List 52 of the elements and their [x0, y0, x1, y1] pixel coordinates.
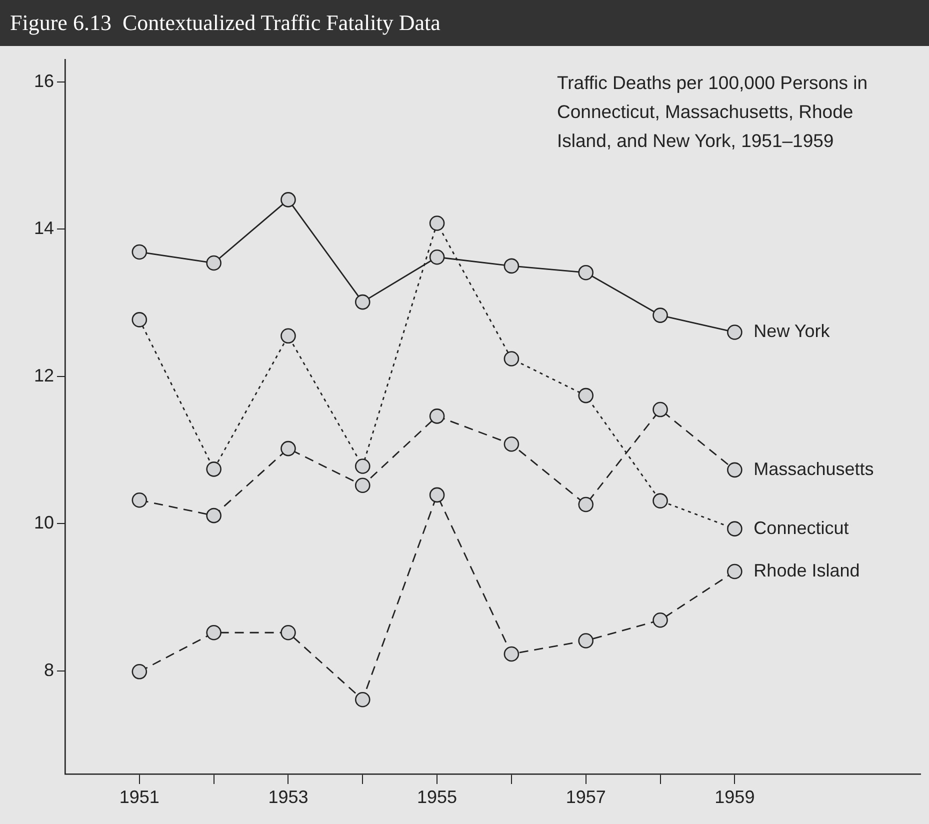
point	[652, 493, 668, 508]
point	[280, 440, 296, 456]
point	[504, 258, 520, 274]
series-label: Rhode Island	[754, 560, 860, 580]
point	[206, 255, 222, 271]
point	[727, 462, 742, 478]
point	[429, 487, 445, 503]
point	[727, 324, 742, 340]
point	[727, 521, 742, 536]
x-tick-label: 1951	[119, 786, 160, 807]
y-tick-label: 14	[34, 218, 54, 238]
point	[132, 312, 148, 328]
point	[429, 249, 445, 265]
point	[206, 508, 222, 524]
point	[578, 633, 594, 648]
point	[578, 264, 594, 280]
point	[727, 564, 742, 580]
point	[652, 402, 668, 418]
point	[206, 462, 222, 477]
point	[578, 496, 594, 512]
point	[354, 294, 370, 310]
y-tick-label: 8	[44, 660, 54, 680]
point	[354, 692, 370, 708]
chart-title: Figure 6.13 Contextualized Traffic Fatality Data	[0, 0, 929, 46]
x-tick-label: 1953	[268, 786, 308, 807]
x-tick-label: 1957	[566, 786, 606, 807]
point	[652, 308, 668, 323]
series-label: Connecticut	[754, 518, 849, 538]
point	[280, 624, 296, 640]
text: Traffic Deaths per 100,000 Persons in Connecticut, Massachusetts, Rhode Island, and New York, 1951–1959	[557, 71, 869, 153]
x-tick-label: 1955	[417, 786, 458, 807]
point	[354, 478, 370, 494]
point	[504, 436, 520, 452]
y-tick-label: 10	[34, 512, 54, 533]
point	[280, 192, 296, 208]
series-label: New York	[754, 321, 831, 342]
point	[132, 664, 148, 680]
y-tick-label: 16	[34, 70, 54, 91]
point	[652, 612, 668, 628]
point	[206, 624, 222, 640]
x-tick-label: 1959	[714, 786, 755, 807]
point	[504, 351, 520, 366]
point	[578, 388, 594, 404]
y-tick-label: 12	[34, 365, 54, 386]
series-label: Massachusetts	[754, 458, 874, 479]
point	[429, 408, 445, 424]
point	[132, 244, 148, 260]
point	[354, 458, 370, 474]
point	[429, 216, 445, 231]
point	[132, 492, 148, 508]
point	[504, 646, 520, 662]
point	[280, 328, 296, 344]
